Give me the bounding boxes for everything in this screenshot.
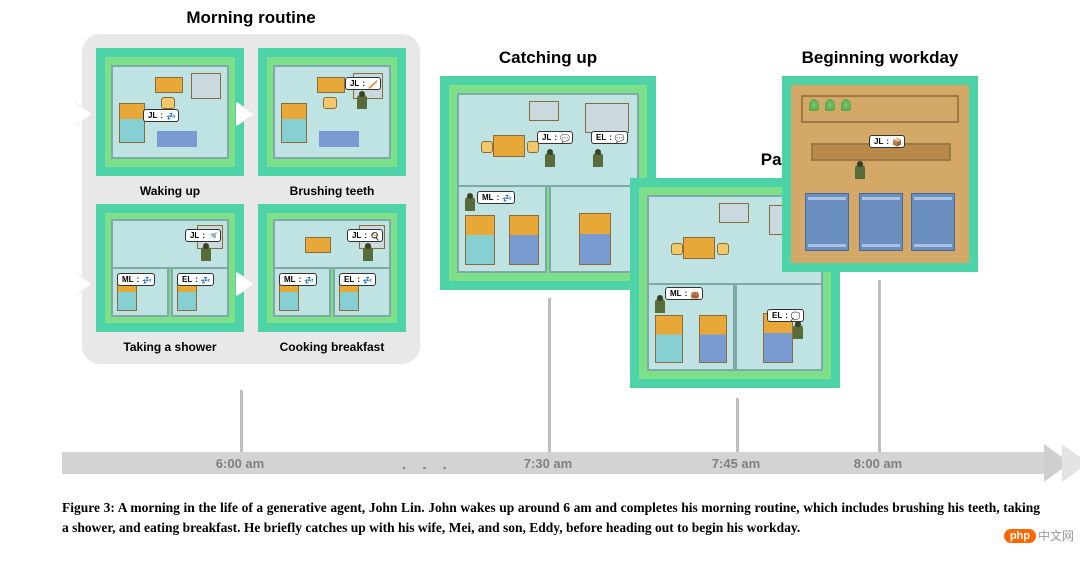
speech-bubble: EL:💬 bbox=[591, 131, 628, 144]
speaker-label: EL bbox=[772, 311, 782, 320]
zz-icon: 💤 bbox=[142, 276, 150, 284]
speaker-label: JL bbox=[542, 133, 551, 142]
arrow-icon bbox=[74, 272, 92, 296]
cooking-icon: 🍳 bbox=[370, 232, 378, 240]
zz-icon: 💤 bbox=[201, 276, 209, 284]
time-label-3: 8:00 am bbox=[854, 456, 902, 471]
zz-icon: 💤 bbox=[166, 112, 174, 120]
speaker-label: JL bbox=[148, 111, 157, 120]
timeline-tick bbox=[736, 398, 739, 452]
speaker-label: EL bbox=[596, 133, 606, 142]
speech-bubble: JL:💬 bbox=[537, 131, 573, 144]
morning-grid: JL:💤 JL:🪥 Wa bbox=[96, 48, 406, 354]
zz-icon: 💤 bbox=[502, 194, 510, 202]
label-waking-up: Waking up bbox=[96, 182, 244, 198]
zz-icon: 💤 bbox=[363, 276, 371, 284]
label-brushing-teeth: Brushing teeth bbox=[258, 182, 406, 198]
bag-icon: 👜 bbox=[690, 290, 698, 298]
speech-bubble: JL:📦 bbox=[869, 135, 905, 148]
watermark: php 中文网 bbox=[1004, 527, 1074, 544]
morning-title: Morning routine bbox=[82, 8, 420, 28]
speech-bubble: ML:💤 bbox=[279, 273, 317, 286]
timeline-dots: . . . bbox=[402, 456, 453, 473]
workday-title: Beginning workday bbox=[782, 48, 978, 68]
section-catching-up: Catching up JL:💬 EL:💬 ML:💤 bbox=[440, 48, 656, 290]
panel-shower: JL:🚿 ML:💤 EL:💤 bbox=[96, 204, 244, 332]
label-cooking: Cooking breakfast bbox=[258, 338, 406, 354]
package-icon: 📦 bbox=[892, 138, 900, 146]
shower-icon: 🚿 bbox=[208, 232, 216, 240]
speech-bubble: JL:🚿 bbox=[185, 229, 221, 242]
chat-icon: 💬 bbox=[560, 134, 568, 142]
speaker-label: JL bbox=[874, 137, 883, 146]
time-label-2: 7:45 am bbox=[712, 456, 760, 471]
morning-cluster: JL:💤 JL:🪥 Wa bbox=[82, 34, 420, 364]
speech-bubble: EL:💤 bbox=[339, 273, 376, 286]
speaker-label: JL bbox=[352, 231, 361, 240]
section-workday: Beginning workday JL:📦 bbox=[782, 48, 978, 272]
speaker-label: JL bbox=[190, 231, 199, 240]
speech-bubble: ML:👜 bbox=[665, 287, 703, 300]
arrow-icon bbox=[74, 102, 92, 126]
speaker-label: ML bbox=[122, 275, 134, 284]
arrow-icon bbox=[236, 272, 254, 296]
catching-title: Catching up bbox=[440, 48, 656, 68]
speaker-label: ML bbox=[284, 275, 296, 284]
panel-waking-up: JL:💤 bbox=[96, 48, 244, 176]
speaker-label: ML bbox=[482, 193, 494, 202]
speech-bubble: ML:💤 bbox=[117, 273, 155, 286]
chat-icon: 💬 bbox=[615, 134, 623, 142]
time-label-0: 6:00 am bbox=[216, 456, 264, 471]
panel-brushing-teeth: JL:🪥 bbox=[258, 48, 406, 176]
timeline-tick bbox=[240, 390, 243, 452]
speech-bubble: JL:💤 bbox=[143, 109, 179, 122]
timeline-tick bbox=[878, 280, 881, 452]
speech-bubble: EL:💭 bbox=[767, 309, 804, 322]
label-shower: Taking a shower bbox=[96, 338, 244, 354]
speaker-label: ML bbox=[670, 289, 682, 298]
speaker-label: EL bbox=[182, 275, 192, 284]
arrow-icon bbox=[236, 102, 254, 126]
zz-icon: 💤 bbox=[304, 276, 312, 284]
figure-caption: Figure 3: A morning in the life of a gen… bbox=[62, 498, 1040, 537]
watermark-badge: php bbox=[1004, 529, 1036, 543]
speech-bubble: JL:🪥 bbox=[345, 77, 381, 90]
timeline-arrowhead-2 bbox=[1062, 444, 1080, 482]
thought-icon: 💭 bbox=[791, 312, 799, 320]
section-morning: Morning routine JL:💤 bbox=[82, 8, 420, 364]
speaker-label: JL bbox=[350, 79, 359, 88]
timeline-tick bbox=[548, 298, 551, 452]
toothbrush-icon: 🪥 bbox=[368, 80, 376, 88]
panel-cooking: JL:🍳 ML:💤 EL:💤 bbox=[258, 204, 406, 332]
speech-bubble: EL:💤 bbox=[177, 273, 214, 286]
panel-catching: JL:💬 EL:💬 ML:💤 bbox=[440, 76, 656, 290]
speaker-label: EL bbox=[344, 275, 354, 284]
watermark-text: 中文网 bbox=[1038, 527, 1074, 544]
panel-workday: JL:📦 bbox=[782, 76, 978, 272]
time-label-1: 7:30 am bbox=[524, 456, 572, 471]
speech-bubble: JL:🍳 bbox=[347, 229, 383, 242]
speech-bubble: ML:💤 bbox=[477, 191, 515, 204]
